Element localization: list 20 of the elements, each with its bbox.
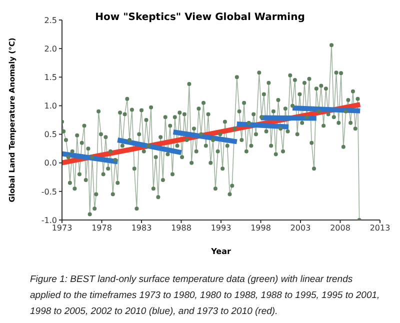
y-tick-label: 0.0 [44, 158, 57, 168]
y-tick-label: 1.5 [44, 72, 57, 82]
x-tick-label: 1993 [210, 224, 232, 233]
x-tick-label: 2008 [330, 224, 350, 233]
y-tick-label: 1.0 [44, 102, 57, 111]
y-tick-label: 0.5 [44, 130, 57, 140]
y-tick-label: -0.5 [41, 187, 57, 196]
y-tick-label: 2.5 [44, 16, 57, 25]
chart-title: How "Skeptics" View Global Warming [95, 12, 305, 23]
y-tick-label: -1.0 [41, 216, 57, 225]
y-tick-label: 2.0 [44, 44, 57, 54]
x-tick-label: 1983 [131, 224, 152, 233]
caption: Figure 1: BEST land-only surface temperature data (green) with linear trends applied to the timeframes 1973 to 1980, 1980 to 1988, 1988 to 1995, 1995 to 2001, 1998 to 2005, 2002 to 2010 (blue), and 1973 to 2010 (red). [30, 273, 380, 319]
x-tick-label: 1988 [171, 224, 192, 233]
x-tick-label: 1978 [92, 224, 112, 233]
x-tick-label: 2003 [290, 224, 311, 233]
x-tick-label: 1998 [250, 224, 271, 233]
x-tick-label: 2013 [370, 224, 390, 233]
x-axis-title: Year [210, 247, 231, 256]
x-tick-label: 1973 [52, 224, 72, 233]
